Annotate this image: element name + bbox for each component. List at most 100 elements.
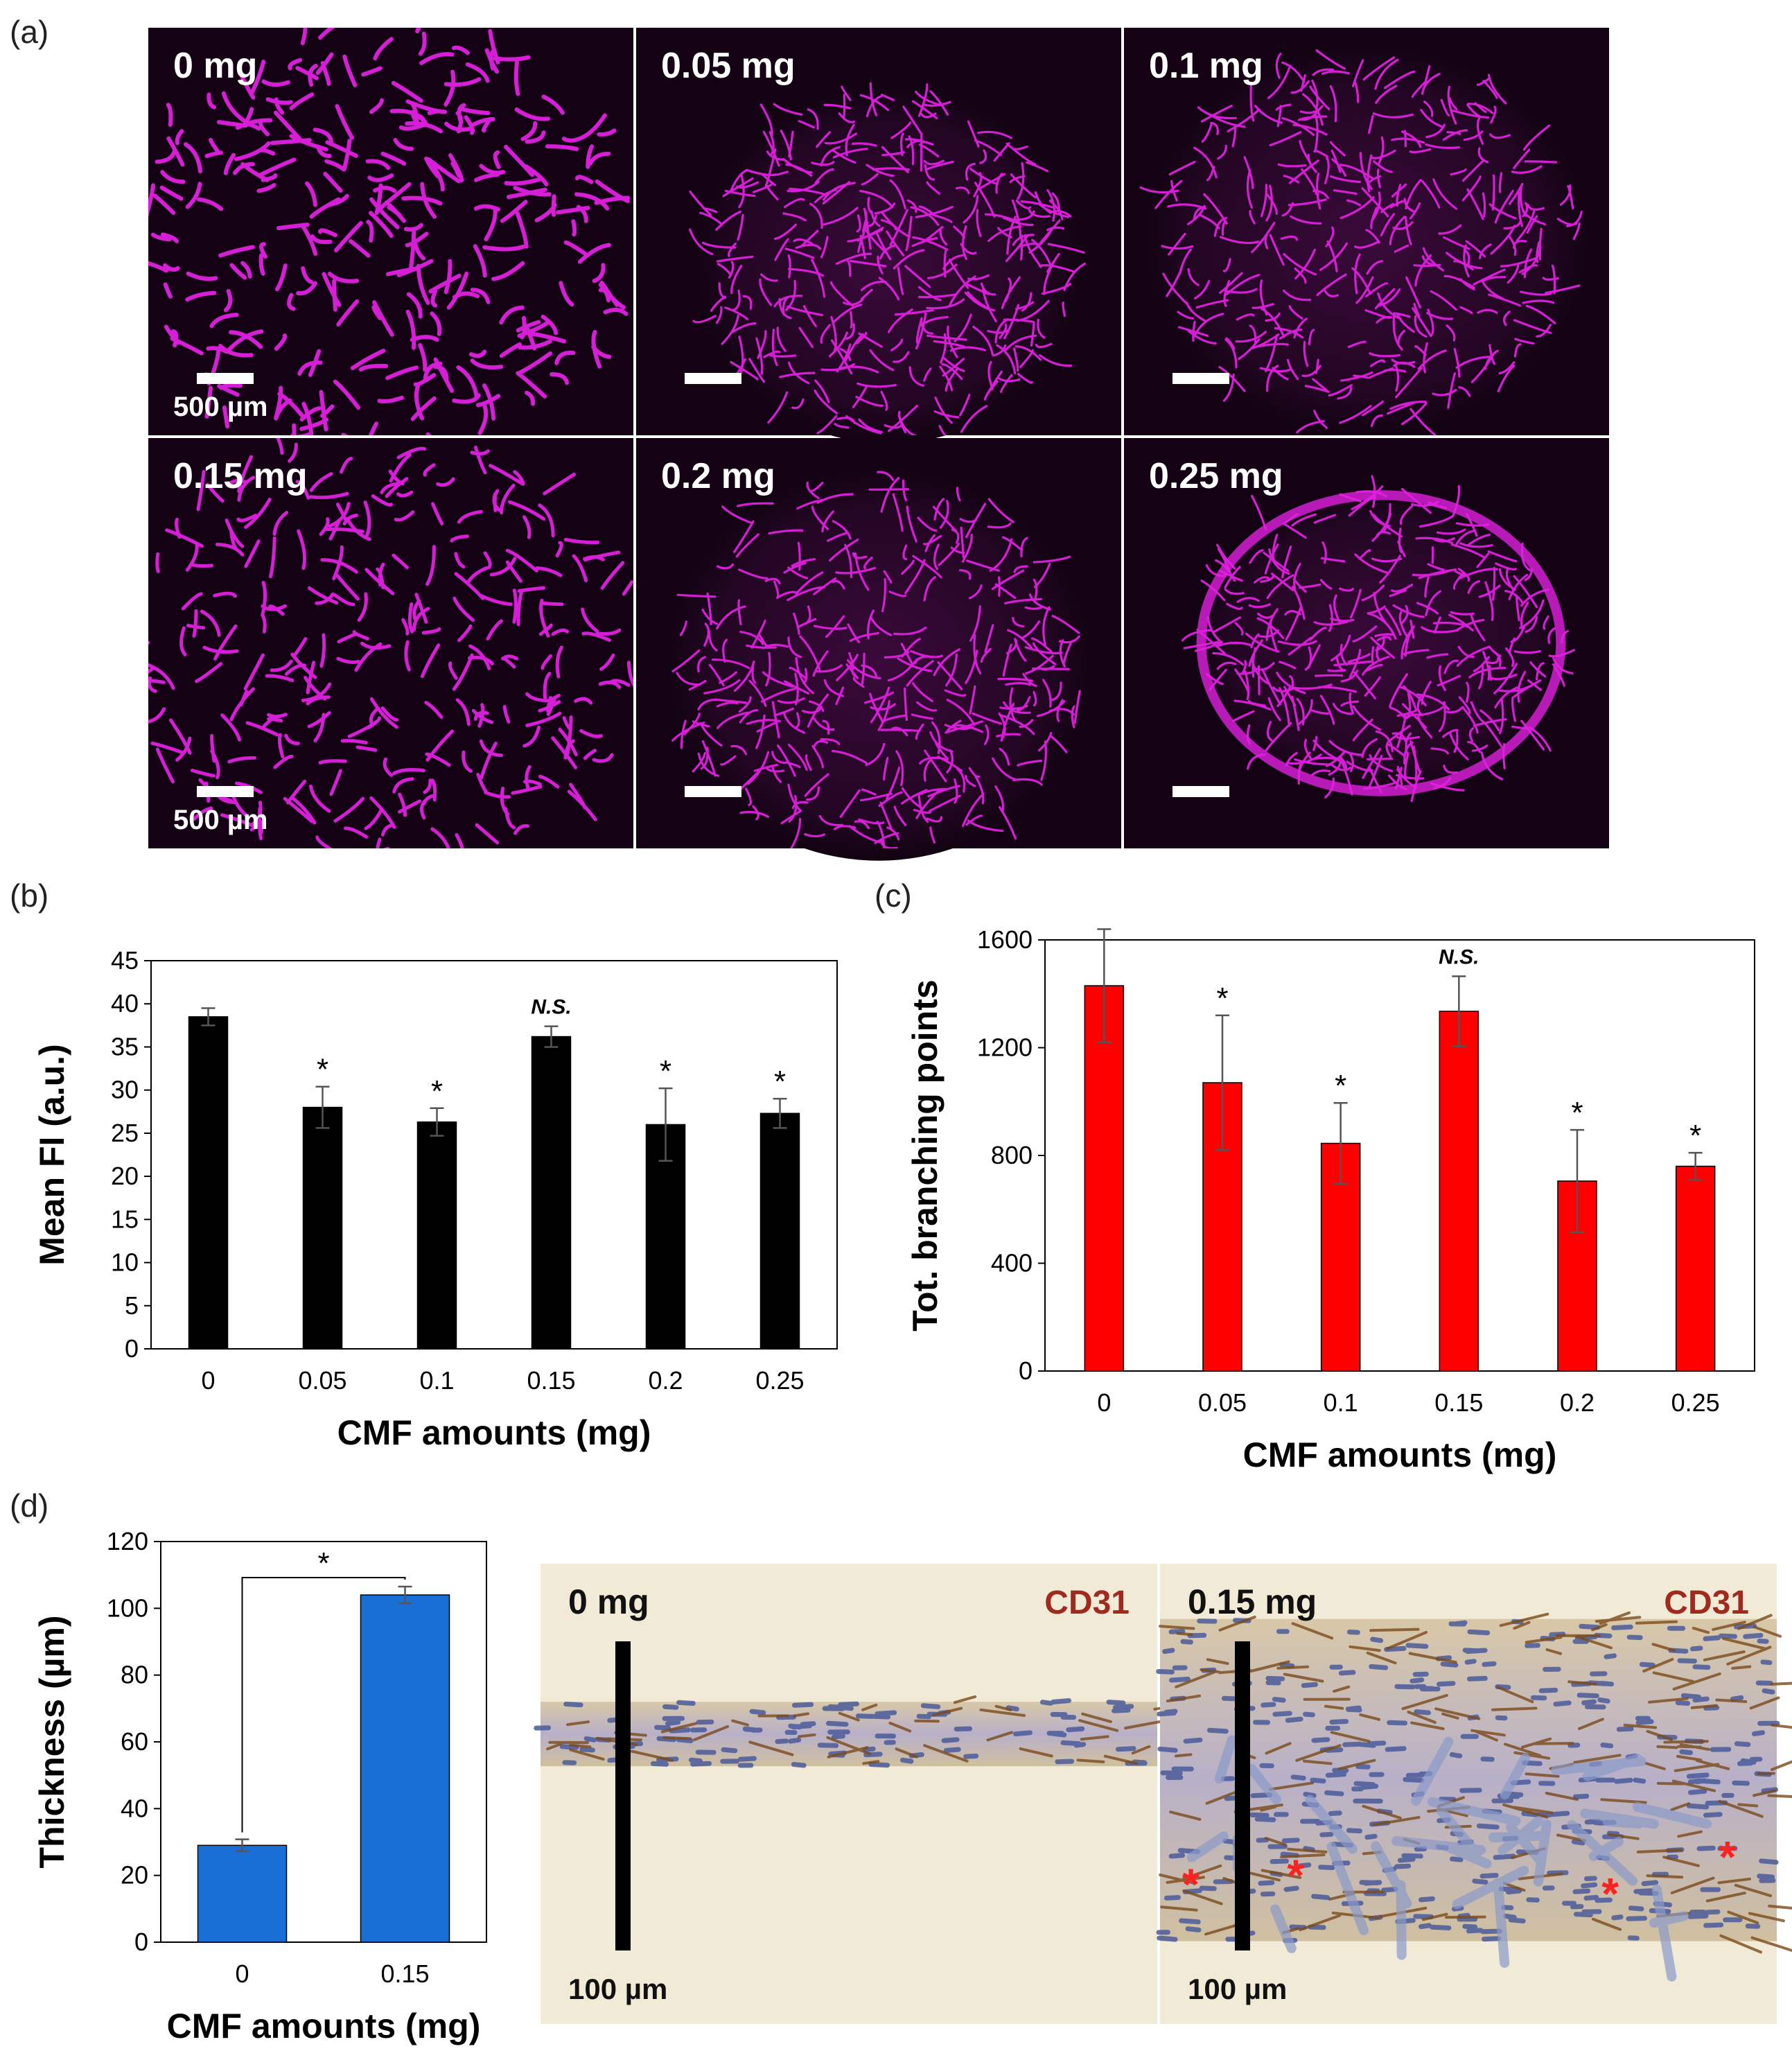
y-tick-label: 40 <box>111 989 139 1018</box>
bar <box>1084 985 1125 1372</box>
y-tick-label: 10 <box>111 1248 139 1277</box>
scale-bar <box>1172 373 1229 384</box>
scale-bar <box>197 786 254 797</box>
histology-label: 0 mg <box>568 1582 649 1621</box>
bar <box>197 1844 288 1943</box>
microscopy-tile: 0.25 mg <box>1124 438 1609 848</box>
tile-label: 0.1 mg <box>1149 46 1263 86</box>
y-tick-label: 100 <box>107 1594 148 1622</box>
bar <box>759 1112 800 1350</box>
significance-marker: N.S. <box>1439 945 1479 968</box>
y-tick-label: 0 <box>1019 1356 1033 1385</box>
histology-image: * * * * 100 µm 0.15 mg CD31 <box>1156 1564 1792 2024</box>
vessel-network <box>148 438 633 848</box>
x-tick-label: 0 <box>201 1366 215 1395</box>
x-tick-label: 0.15 <box>527 1366 575 1395</box>
error-bar <box>398 1585 412 1605</box>
bar <box>188 1016 229 1350</box>
panel-letter-a: (a) <box>10 14 49 50</box>
chart-mean-fi: 0 5 10 15 20 25 30 35 40 45 0 0.05 * 0.1 * 0.15 N.S. 0.2 *… <box>33 946 838 1452</box>
y-axis-title: Mean FI (a.u.) <box>33 1044 71 1265</box>
error-bar <box>1452 975 1466 1047</box>
x-tick-label: 0.25 <box>1671 1388 1720 1417</box>
significance-marker: * <box>317 1053 328 1087</box>
microscopy-tile: 0.1 mg <box>1124 28 1609 435</box>
y-tick-label: 5 <box>125 1291 139 1320</box>
microscopy-grid: 0 mg 500 µm 0.05 mg 0.1 mg 0.15 mg 500 µm 0.2 … <box>148 28 1609 861</box>
y-tick-label: 40 <box>121 1794 148 1822</box>
plot-frame <box>1044 939 1755 1372</box>
significance-marker: * <box>1689 1119 1701 1153</box>
y-tick-label: 400 <box>991 1249 1033 1277</box>
bar <box>531 1036 572 1350</box>
significance-marker: * <box>317 1546 329 1580</box>
scale-bar-label: 100 µm <box>568 1973 667 2005</box>
scale-bar-label: 500 µm <box>173 805 267 835</box>
x-tick-label: 0 <box>1097 1388 1111 1417</box>
significance-marker: * <box>1216 981 1228 1015</box>
scaffold-disc <box>1192 487 1570 799</box>
vessel-marker-star: * <box>1601 1869 1619 1919</box>
chart-thickness: 0 20 40 60 80 100 120 0 0.15 * CMF amounts (mg) Thi… <box>33 1527 487 2045</box>
error-bar <box>201 1007 216 1027</box>
x-tick-label: 0.05 <box>1198 1388 1247 1417</box>
error-bar <box>430 1107 444 1137</box>
significance-bracket <box>241 1577 406 1833</box>
scale-bar <box>197 373 254 384</box>
scale-bar <box>615 1641 631 1950</box>
chart-branching-points: 0 400 800 1200 1600 0 0.05 * 0.1 * 0.15 N.S. 0.2 * 0.2… <box>906 925 1755 1474</box>
tile-label: 0.05 mg <box>661 46 796 86</box>
bar <box>1439 1011 1479 1372</box>
vessel-network <box>671 471 1081 848</box>
error-bar <box>1688 1151 1703 1181</box>
microscopy-tile: 0.15 mg 500 µm <box>148 438 633 848</box>
y-axis-title: Thickness (µm) <box>33 1615 71 1868</box>
x-tick-label: 0.2 <box>648 1366 683 1395</box>
y-tick-label: 45 <box>111 946 139 975</box>
error-bar <box>1570 1128 1584 1234</box>
x-tick-label: 0.05 <box>298 1366 346 1395</box>
y-tick-label: 35 <box>111 1032 139 1060</box>
x-axis-title: CMF amounts (mg) <box>1243 1435 1557 1474</box>
tile-label: 0.25 mg <box>1149 456 1283 496</box>
scale-bar <box>1235 1641 1250 1950</box>
vessel-network <box>689 82 1086 435</box>
x-axis-title: CMF amounts (mg) <box>167 2007 481 2045</box>
microscopy-tile: 0.2 mg <box>636 438 1121 861</box>
tile-label: 0.2 mg <box>661 456 775 496</box>
significance-marker: * <box>1571 1096 1583 1130</box>
scaffold-disc <box>694 85 1082 444</box>
y-tick-label: 80 <box>121 1661 148 1689</box>
scale-bar <box>685 786 741 797</box>
scale-bar <box>1172 786 1229 797</box>
vessel-marker-star: * <box>1287 1850 1304 1900</box>
bar <box>360 1594 450 1943</box>
histology-images: 100 µm 0 mg CD31 * * * * 100 µm 0.15 mg CD31 <box>534 1564 1792 2024</box>
x-tick-label: 0 <box>235 1959 249 1988</box>
bar <box>416 1121 457 1350</box>
stain-label: CD31 <box>1044 1585 1130 1621</box>
x-tick-label: 0.1 <box>1324 1388 1358 1417</box>
vessel-network <box>1181 475 1575 803</box>
bar <box>1675 1165 1716 1372</box>
x-tick-label: 0.1 <box>419 1366 454 1395</box>
y-tick-label: 60 <box>121 1727 148 1756</box>
error-bar <box>235 1838 249 1853</box>
x-tick-label: 0.15 <box>380 1959 429 1988</box>
y-tick-label: 0 <box>134 1928 148 1956</box>
significance-marker: N.S. <box>531 996 571 1019</box>
tile-label: 0 mg <box>173 46 257 86</box>
vessel-network <box>1139 49 1583 435</box>
error-bar <box>544 1025 559 1048</box>
microscopy-tile: 0.05 mg <box>636 28 1121 444</box>
histology-label: 0.15 mg <box>1188 1582 1317 1621</box>
significance-marker: * <box>1335 1069 1346 1103</box>
scale-bar-label: 500 µm <box>173 392 267 422</box>
error-bar <box>1333 1101 1348 1185</box>
stain-label: CD31 <box>1664 1585 1749 1621</box>
significance-marker: * <box>660 1054 671 1088</box>
significance-marker: * <box>774 1065 786 1099</box>
x-tick-label: 0.15 <box>1434 1388 1483 1417</box>
error-bar <box>658 1087 673 1162</box>
